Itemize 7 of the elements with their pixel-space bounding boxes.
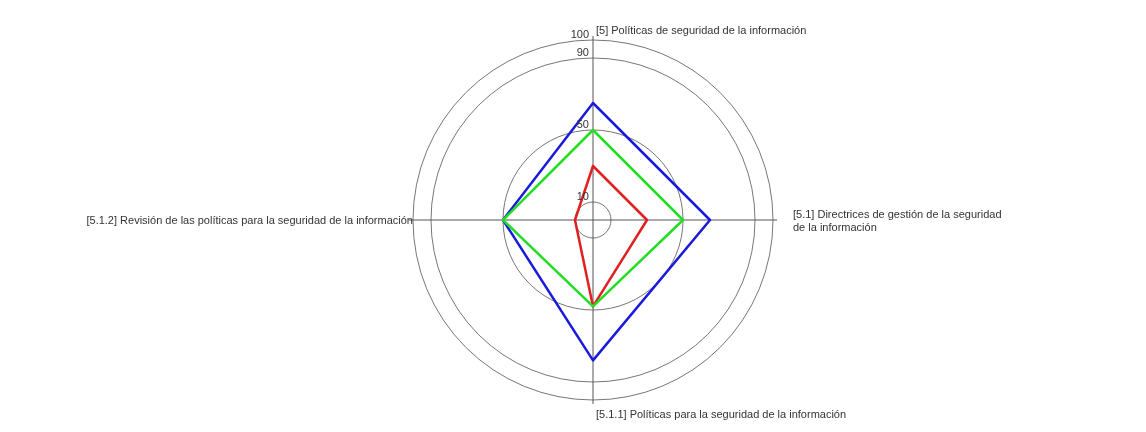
- y-tick-label: 100: [570, 28, 589, 40]
- spoke-label: [5] Políticas de seguridad de la información: [596, 24, 807, 36]
- spoke-label: [5.1.1] Políticas para la seguridad de la información: [596, 408, 847, 420]
- y-tick-label: 50: [576, 118, 589, 130]
- y-tick-label: 90: [576, 46, 589, 58]
- spoke-label: [5.1.2] Revisión de las políticas para la seguridad de la información: [86, 214, 413, 226]
- spoke-label: [5.1] Directrices de gestión de la seguridad de la información: [793, 207, 1002, 233]
